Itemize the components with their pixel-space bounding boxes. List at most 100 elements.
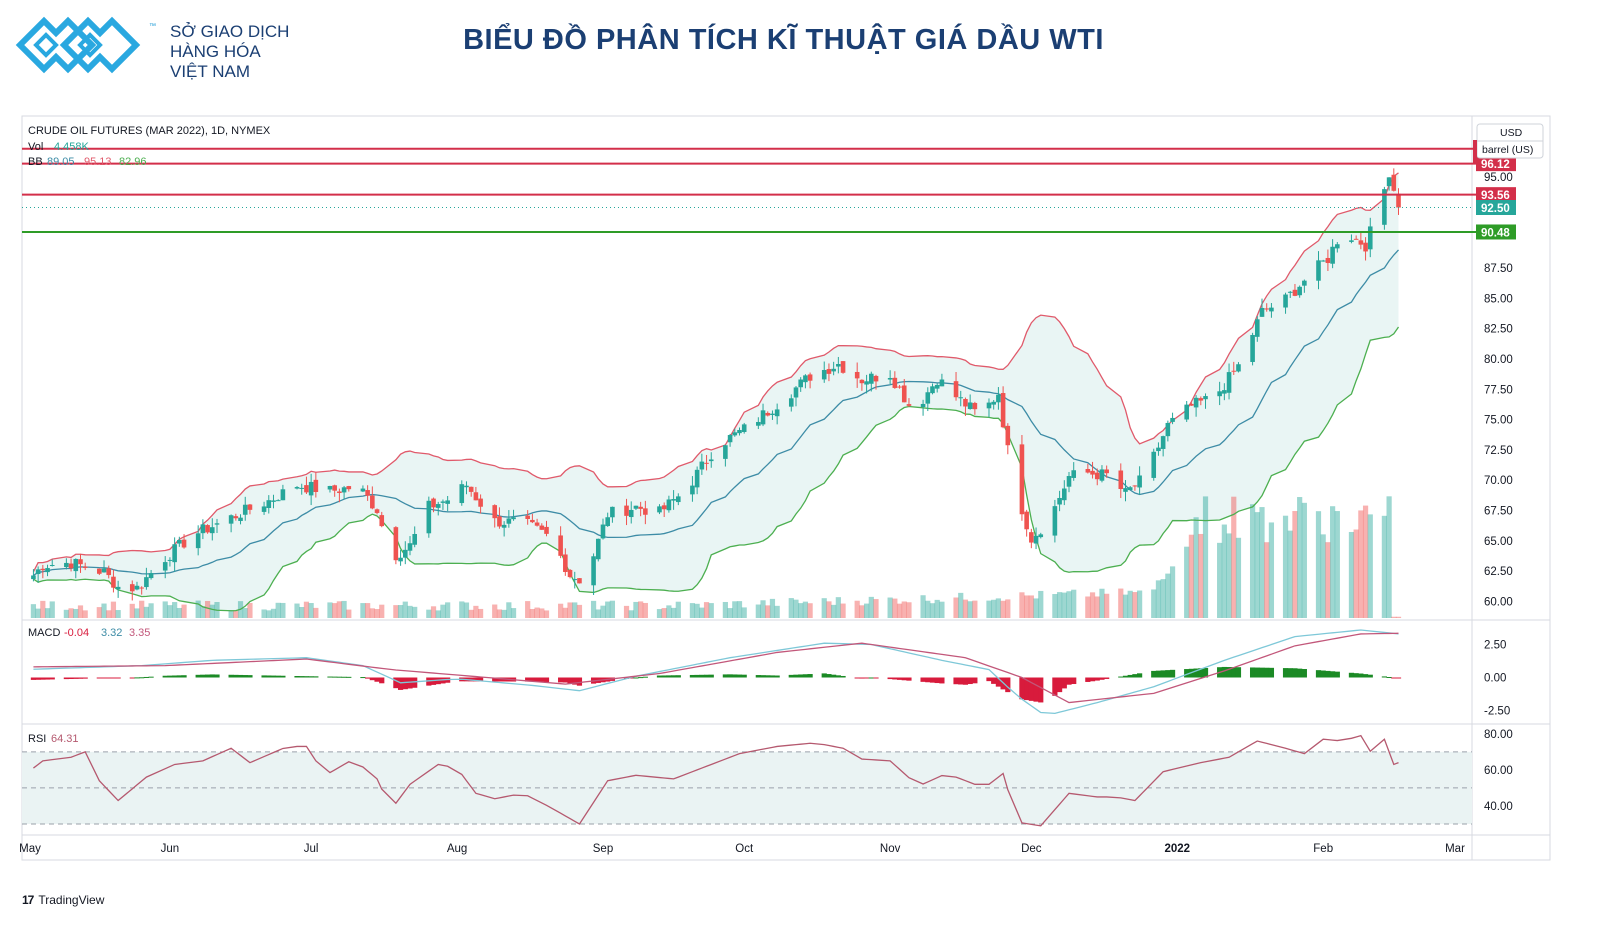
volume-bar [1202, 496, 1209, 618]
currency-label: USD [1500, 127, 1523, 139]
volume-bar [1052, 594, 1058, 618]
candle-body [238, 517, 243, 521]
candle-body [925, 392, 931, 404]
candle-body [798, 379, 803, 388]
macd-histogram-bar [402, 677, 408, 690]
candle-body [464, 485, 469, 488]
volume-bar [1085, 596, 1091, 618]
candle-body [530, 519, 535, 523]
volume-bar [703, 602, 710, 618]
candle-body [1226, 372, 1232, 393]
candle-body [1005, 425, 1011, 446]
macd-histogram-bar [407, 677, 413, 689]
macd-legend: MACD [28, 627, 60, 639]
candle-body [1071, 470, 1077, 478]
candle-body [492, 505, 498, 519]
macd-histogram-bar [115, 677, 121, 679]
candle-body [40, 568, 46, 571]
candle-body [1254, 319, 1260, 337]
volume-bar [336, 601, 342, 618]
volume-bar [609, 600, 616, 618]
candle-body [676, 496, 681, 503]
volume-bar [1000, 600, 1006, 618]
unit-label: barrel (US) [1482, 144, 1533, 156]
candle-body [567, 569, 573, 578]
candle-body [393, 527, 399, 561]
macd-histogram-bar [929, 677, 936, 683]
candle-body [690, 485, 695, 495]
macd-histogram-bar [1056, 677, 1063, 693]
volume-bar [510, 608, 517, 618]
volume-bar [1198, 533, 1204, 618]
candle-body [1198, 398, 1204, 401]
candle-body [398, 557, 403, 562]
candle-body [563, 554, 568, 572]
candle-body [271, 500, 276, 502]
volume-bar [1122, 594, 1129, 618]
candle-body [177, 539, 182, 544]
macd-histogram-bar [1292, 668, 1298, 678]
volume-bar [793, 599, 799, 618]
candle-body [1000, 393, 1006, 428]
macd-histogram-bar [558, 677, 564, 683]
candle-body [379, 515, 385, 527]
volume-bar [35, 608, 41, 618]
candle-body [732, 432, 738, 436]
volume-bar [402, 601, 408, 618]
macd-histogram-bar [1061, 677, 1067, 689]
volume-bar [1165, 573, 1171, 618]
volume-bar [1033, 598, 1039, 618]
volume-bar [129, 603, 135, 618]
candle-body [595, 538, 601, 560]
macd-histogram-bar [638, 677, 644, 679]
macd-histogram-bar [887, 677, 893, 680]
macd-histogram-bar [1297, 668, 1303, 678]
volume-bar [638, 601, 644, 618]
volume-bar [96, 607, 102, 618]
macd-histogram-bar [1151, 670, 1157, 678]
macd-histogram-bar [1122, 675, 1129, 678]
candle-body [308, 481, 314, 496]
volume-bar [1061, 592, 1067, 618]
macd-tick-label: 0.00 [1484, 673, 1506, 685]
macd-histogram-bar [1198, 668, 1204, 678]
macd-histogram-bar [666, 675, 672, 678]
macd-histogram-bar [106, 677, 112, 679]
volume-bar [63, 609, 69, 618]
macd-histogram-bar [534, 677, 540, 682]
volume-bar [939, 601, 945, 618]
macd-histogram-bar [765, 675, 771, 678]
macd-histogram-bar [1094, 677, 1100, 681]
candle-body [1353, 238, 1359, 240]
macd-histogram-bar [167, 675, 173, 678]
volume-bar [1184, 546, 1190, 618]
candle-body [1029, 532, 1034, 543]
candle-body [200, 524, 206, 534]
candle-body [111, 576, 116, 588]
macd-histogram-bar [1353, 673, 1359, 678]
volume-bar [200, 606, 206, 618]
candle-body [1090, 470, 1095, 475]
volume-bar [732, 601, 738, 618]
bb-legend-basis: 89.05 [47, 156, 75, 168]
candle-body [1283, 294, 1288, 308]
volume-bar [1358, 510, 1364, 618]
candle-body [892, 377, 898, 388]
macd-histogram-bar [633, 677, 639, 679]
candle-body [181, 539, 187, 548]
macd-histogram-bar [1132, 674, 1138, 678]
rsi-tick-label: 60.00 [1484, 765, 1513, 777]
volume-bar [1160, 579, 1166, 618]
macd-histogram-bar [1099, 677, 1105, 680]
macd-histogram-bar [1367, 674, 1373, 678]
candle-body [134, 585, 140, 590]
macd-histogram-bar [313, 676, 319, 678]
volume-bar [167, 605, 173, 618]
candle-body [803, 375, 808, 383]
volume-bar [1094, 596, 1100, 618]
volume-bar [666, 605, 672, 618]
brand-line-1: SỞ GIAO DỊCH [170, 22, 290, 41]
volume-bar [1169, 566, 1176, 618]
candle-body [591, 556, 596, 586]
